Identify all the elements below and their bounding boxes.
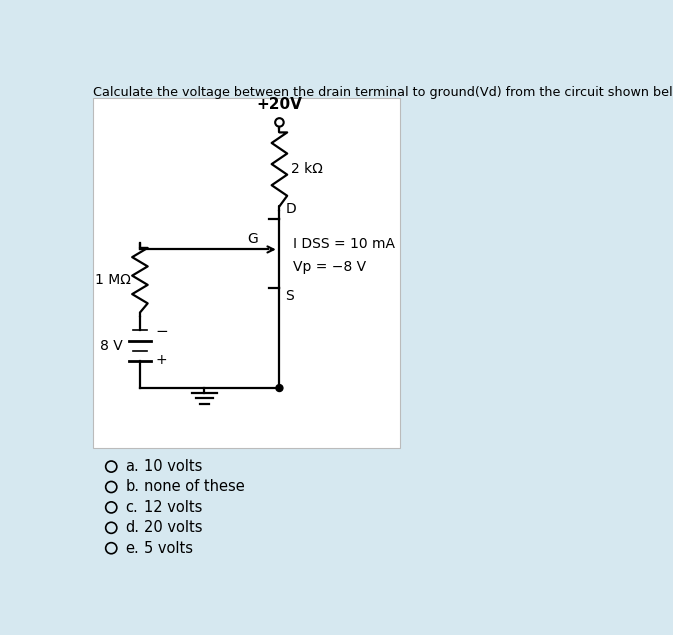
Text: 20 volts: 20 volts [144,520,203,535]
Text: D: D [285,201,296,215]
Text: I DSS = 10 mA: I DSS = 10 mA [293,237,395,251]
Text: a.: a. [125,459,139,474]
Text: d.: d. [125,520,139,535]
Text: Calculate the voltage between the drain terminal to ground(Vd) from the circuit : Calculate the voltage between the drain … [94,86,673,99]
Text: +20V: +20V [256,97,302,112]
Text: 2 kΩ: 2 kΩ [291,163,323,177]
Text: −: − [155,324,168,338]
Text: Vp = −8 V: Vp = −8 V [293,260,367,274]
Text: G: G [248,232,258,246]
Text: none of these: none of these [144,479,244,495]
Text: 10 volts: 10 volts [144,459,202,474]
Text: b.: b. [125,479,139,495]
Circle shape [276,385,283,392]
Text: e.: e. [125,541,139,556]
Bar [94,98,400,448]
Text: c.: c. [125,500,138,515]
Text: 5 volts: 5 volts [144,541,192,556]
Text: 8 V: 8 V [100,338,123,352]
Text: +: + [155,353,167,367]
Text: S: S [285,290,294,304]
Text: 12 volts: 12 volts [144,500,202,515]
Text: 1 MΩ: 1 MΩ [95,273,131,287]
